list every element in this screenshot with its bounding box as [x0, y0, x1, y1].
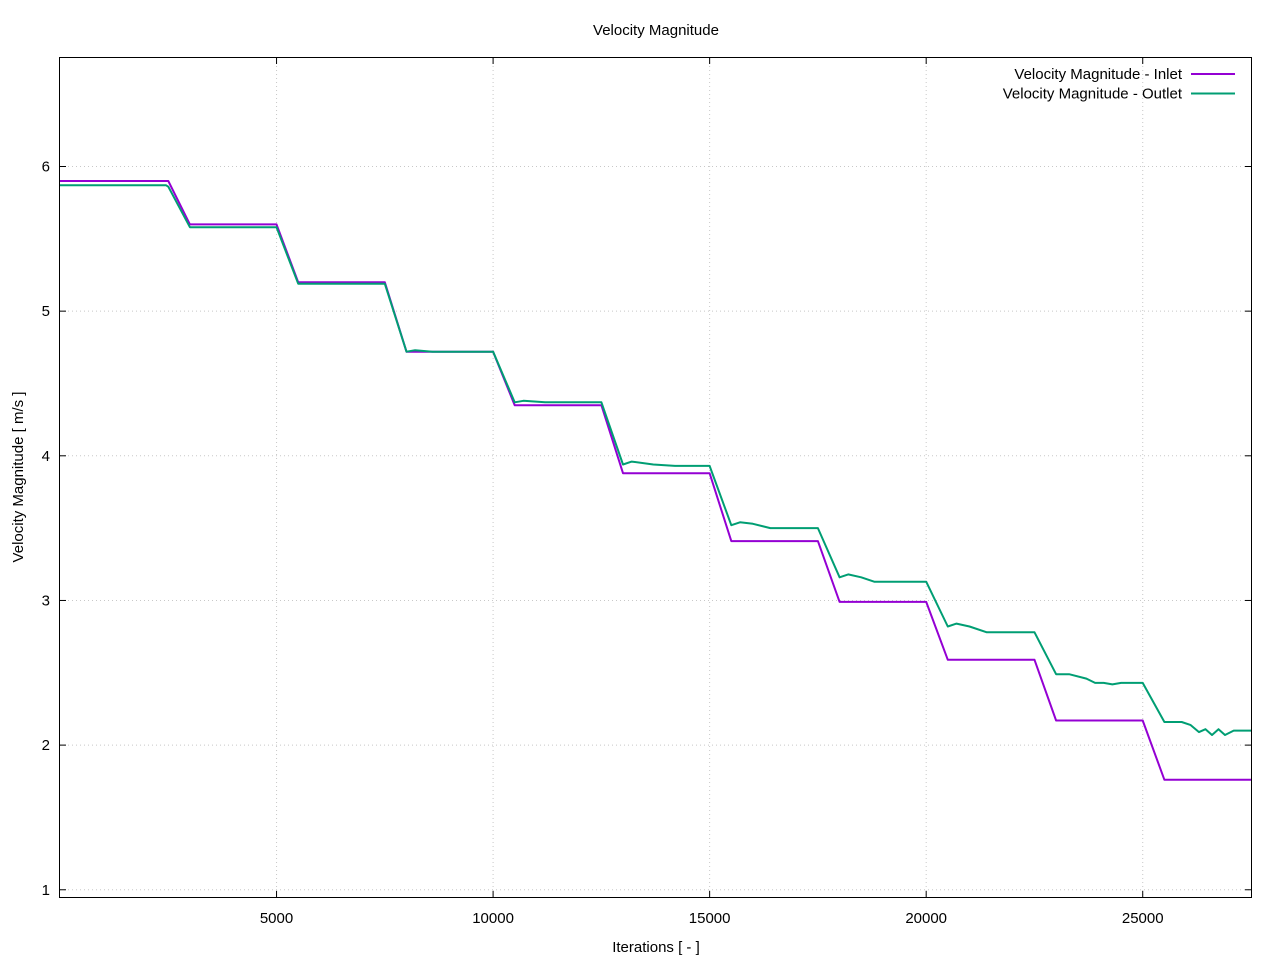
- x-tick-label: 5000: [260, 910, 293, 927]
- series-line-2: [60, 184, 1251, 736]
- legend-label-1: Velocity Magnitude - Inlet: [1014, 66, 1182, 83]
- ticks: 5000 10000 15000 20000 25000 1 2 3 4 5 6: [42, 58, 1251, 927]
- legend-label-2: Velocity Magnitude - Outlet: [1003, 86, 1183, 103]
- y-tick-label: 6: [42, 158, 50, 175]
- chart-title: Velocity Magnitude: [593, 22, 719, 39]
- series-layer: [60, 180, 1251, 781]
- y-axis-label: Velocity Magnitude [ m/s ]: [10, 392, 27, 563]
- x-tick-label: 15000: [689, 910, 731, 927]
- legend: Velocity Magnitude - Inlet Velocity Magni…: [1003, 66, 1235, 103]
- y-tick-label: 1: [42, 882, 50, 899]
- x-tick-label: 10000: [472, 910, 514, 927]
- gridlines: [60, 58, 1251, 897]
- plot-border: [59, 57, 1252, 898]
- y-tick-label: 3: [42, 592, 50, 609]
- y-tick-label: 2: [42, 737, 50, 754]
- y-tick-label: 5: [42, 303, 50, 320]
- x-tick-label: 25000: [1122, 910, 1164, 927]
- y-tick-label: 4: [42, 448, 50, 465]
- x-tick-label: 20000: [905, 910, 947, 927]
- x-axis-label: Iterations [ - ]: [612, 939, 700, 956]
